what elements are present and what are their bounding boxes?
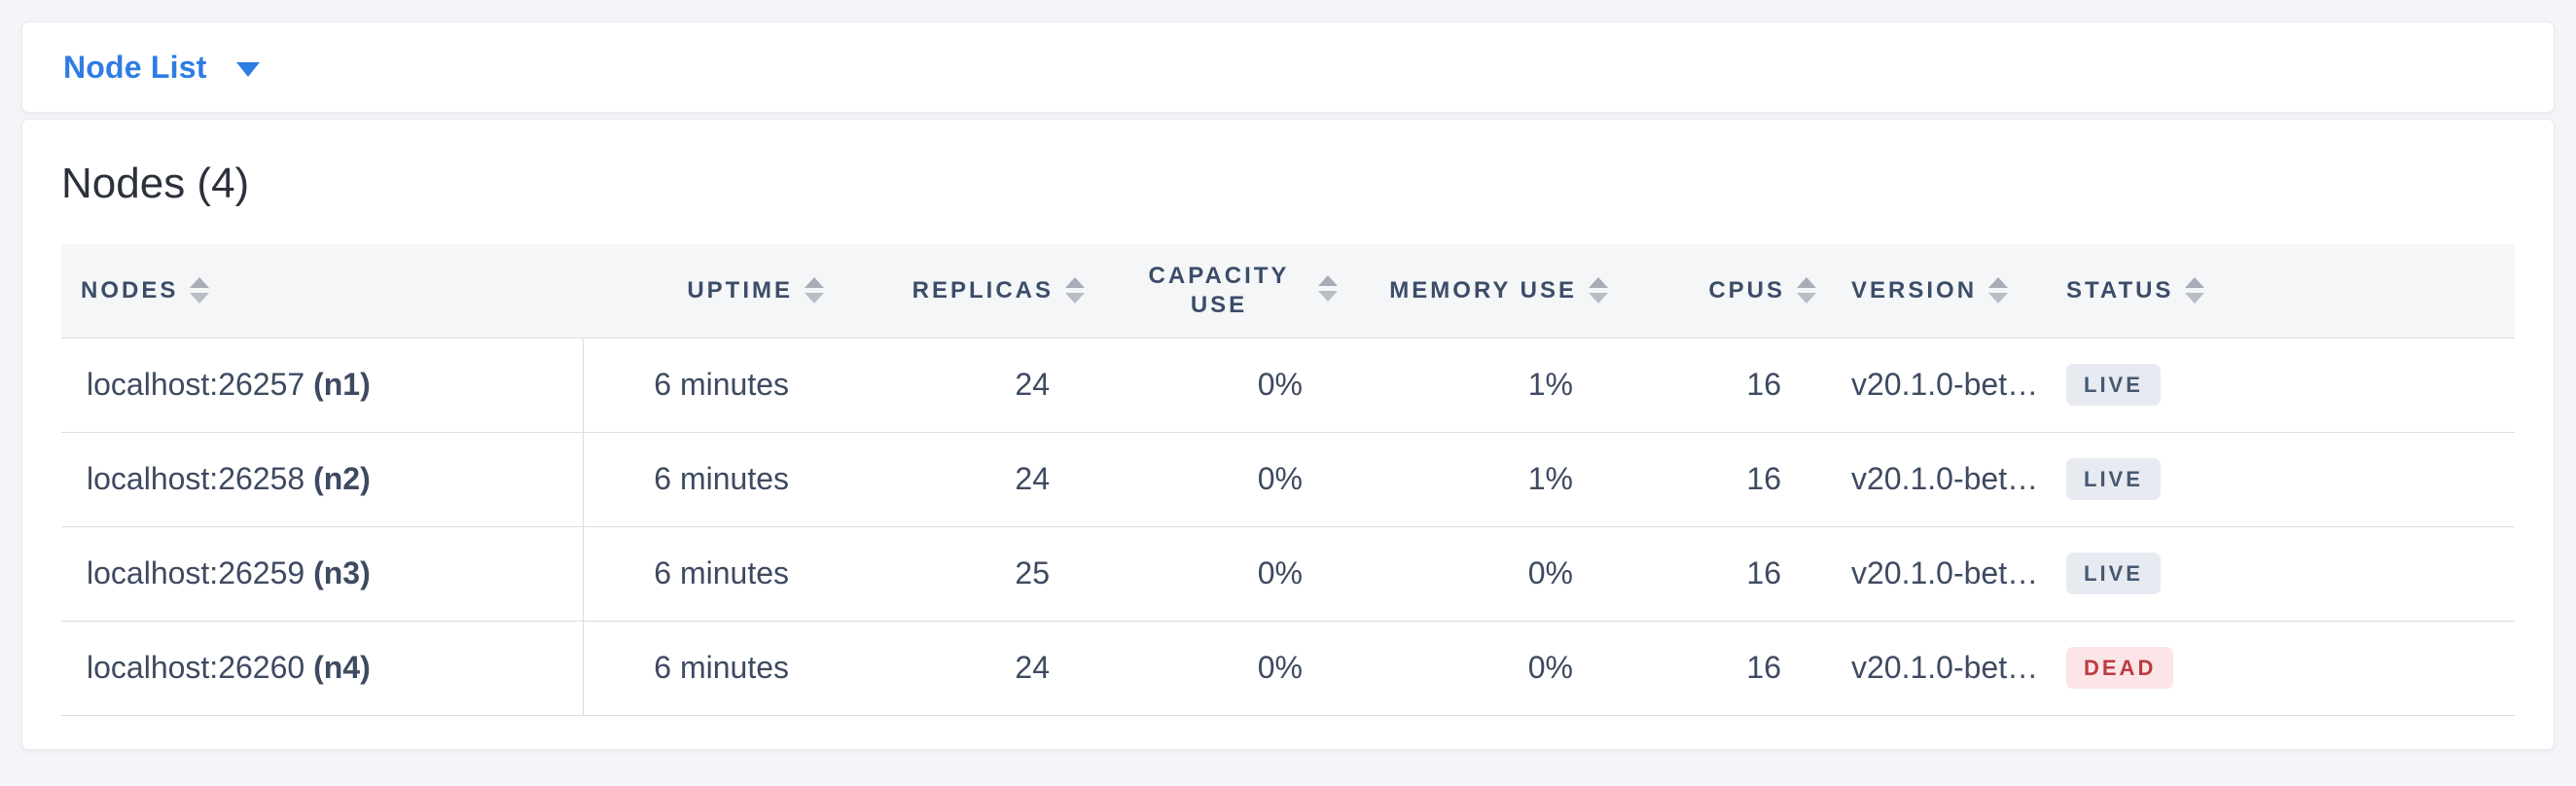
- column-header-label: UPTIME: [687, 276, 793, 304]
- column-header-capacity-use[interactable]: CAPACITY USE: [1071, 244, 1338, 339]
- column-header-cpus[interactable]: CPUS: [1594, 244, 1816, 339]
- sort-icon: [190, 277, 210, 304]
- node-address: localhost:26258: [87, 461, 305, 496]
- node-address: localhost:26259: [87, 555, 305, 590]
- sort-icon: [1318, 274, 1338, 302]
- node-id: (n2): [313, 461, 371, 496]
- uptime-cell: 6 minutes: [583, 338, 810, 433]
- nodes-card: Nodes (4) NODES: [21, 119, 2555, 750]
- sort-icon: [1065, 277, 1085, 304]
- status-cell: LIVE: [2039, 338, 2515, 433]
- uptime-cell: 6 minutes: [583, 621, 810, 716]
- column-header-label: STATUS: [2066, 276, 2174, 304]
- capacity-use-cell: 0%: [1071, 432, 1324, 527]
- column-header-label: NODES: [81, 276, 179, 304]
- table-header: NODES UPTIME REPLICAS: [61, 244, 2515, 339]
- memory-use-cell: 0%: [1324, 526, 1594, 622]
- column-header-label: MEMORY USE: [1389, 276, 1577, 304]
- page-title: Nodes (4): [61, 160, 250, 207]
- column-header-version[interactable]: VERSION: [1803, 244, 2039, 339]
- sort-icon: [805, 277, 824, 304]
- table-row-node-4: localhost:26260 (n4) 6 minutes 24 0% 0% …: [61, 621, 2515, 716]
- node-list-dropdown[interactable]: Node List: [63, 50, 260, 86]
- column-header-replicas[interactable]: REPLICAS: [810, 244, 1085, 339]
- column-header-label: CPUS: [1708, 276, 1785, 304]
- column-header-status[interactable]: STATUS: [2039, 244, 2515, 339]
- uptime-cell: 6 minutes: [583, 432, 810, 527]
- uptime-cell: 6 minutes: [583, 526, 810, 622]
- replicas-cell: 24: [810, 432, 1071, 527]
- node-id: (n4): [313, 650, 371, 685]
- replicas-cell: 24: [810, 621, 1071, 716]
- node-address: localhost:26260: [87, 650, 305, 685]
- memory-use-cell: 1%: [1324, 432, 1594, 527]
- memory-use-cell: 0%: [1324, 621, 1594, 716]
- column-header-nodes[interactable]: NODES: [61, 244, 583, 339]
- table-body: localhost:26257 (n1) 6 minutes 24 0% 1% …: [61, 338, 2515, 716]
- status-badge: LIVE: [2066, 553, 2161, 594]
- table-row-node-3: localhost:26259 (n3) 6 minutes 25 0% 0% …: [61, 526, 2515, 622]
- replicas-cell: 24: [810, 338, 1071, 433]
- column-header-uptime[interactable]: UPTIME: [583, 244, 824, 339]
- version-cell: v20.1.0-bet…: [1803, 526, 2039, 622]
- table-row-node-1: localhost:26257 (n1) 6 minutes 24 0% 1% …: [61, 338, 2515, 433]
- cpus-cell: 16: [1594, 432, 1803, 527]
- replicas-cell: 25: [810, 526, 1071, 622]
- column-header-label: CAPACITY USE: [1148, 262, 1290, 318]
- status-cell: LIVE: [2039, 526, 2515, 622]
- nodes-table: NODES UPTIME REPLICAS: [61, 244, 2515, 716]
- node-address-cell: localhost:26260 (n4): [61, 621, 584, 716]
- node-list-dropdown-label: Node List: [63, 49, 207, 85]
- sort-icon: [2185, 277, 2205, 304]
- status-badge: LIVE: [2066, 458, 2161, 500]
- column-header-memory-use[interactable]: MEMORY USE: [1324, 244, 1608, 339]
- node-address: localhost:26257: [87, 367, 305, 402]
- version-cell: v20.1.0-bet…: [1803, 338, 2039, 433]
- capacity-use-cell: 0%: [1071, 338, 1324, 433]
- cpus-cell: 16: [1594, 338, 1803, 433]
- status-badge: LIVE: [2066, 364, 2161, 406]
- node-id: (n3): [313, 555, 371, 590]
- version-cell: v20.1.0-bet…: [1803, 621, 2039, 716]
- cpus-cell: 16: [1594, 526, 1803, 622]
- memory-use-cell: 1%: [1324, 338, 1594, 433]
- node-address-cell: localhost:26257 (n1): [61, 338, 584, 433]
- node-address-cell: localhost:26258 (n2): [61, 432, 584, 527]
- capacity-use-cell: 0%: [1071, 621, 1324, 716]
- version-cell: v20.1.0-bet…: [1803, 432, 2039, 527]
- sort-icon: [1797, 277, 1816, 304]
- cpus-cell: 16: [1594, 621, 1803, 716]
- status-badge: DEAD: [2066, 647, 2174, 689]
- status-cell: DEAD: [2039, 621, 2515, 716]
- status-cell: LIVE: [2039, 432, 2515, 527]
- column-header-label: VERSION: [1851, 276, 1978, 304]
- view-selector-bar: Node List: [21, 21, 2555, 113]
- node-address-cell: localhost:26259 (n3): [61, 526, 584, 622]
- chevron-down-icon: [235, 61, 260, 77]
- sort-icon: [1589, 277, 1608, 304]
- sort-icon: [1988, 277, 2009, 304]
- column-header-label: REPLICAS: [912, 276, 1054, 304]
- header-row: NODES UPTIME REPLICAS: [61, 244, 2515, 339]
- capacity-use-cell: 0%: [1071, 526, 1324, 622]
- node-id: (n1): [313, 367, 371, 402]
- table-row-node-2: localhost:26258 (n2) 6 minutes 24 0% 1% …: [61, 432, 2515, 527]
